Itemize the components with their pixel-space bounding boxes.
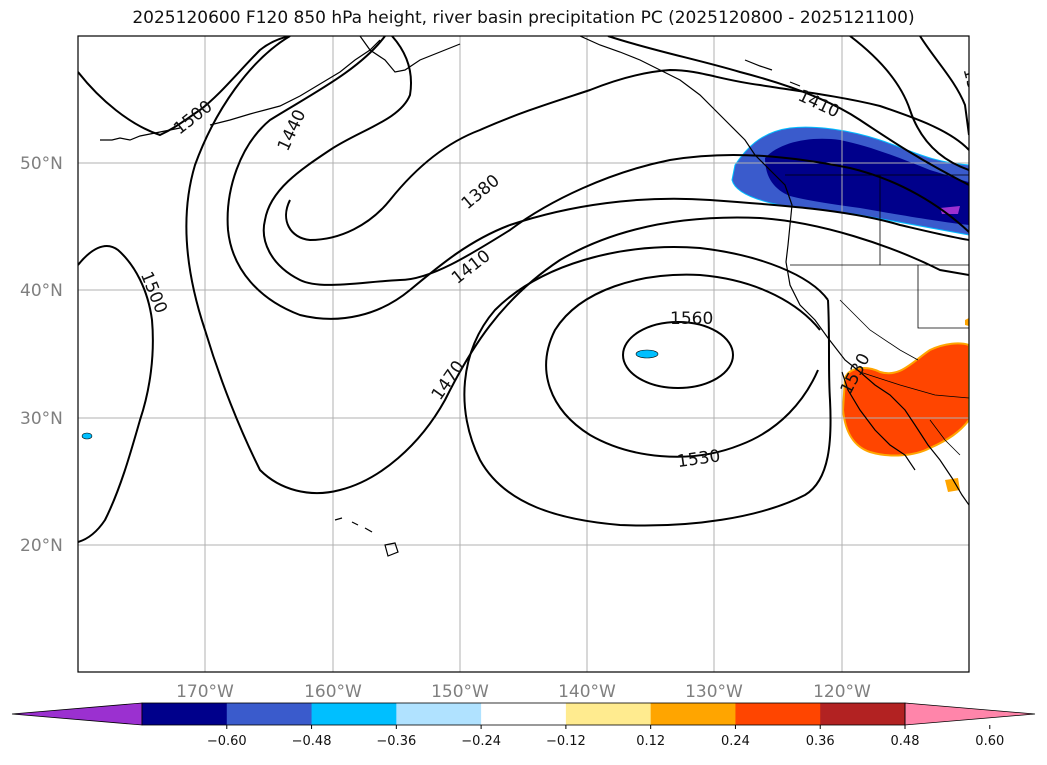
height-contours [78, 36, 969, 543]
lon-labels: 170°W 160°W 150°W 140°W 130°W 120°W [176, 682, 871, 702]
lat-label-40n: 40°N [20, 281, 63, 301]
colorbar-swatch [820, 703, 906, 725]
colorbar-tick-label: 0.60 [975, 734, 1004, 749]
colorbar-tick-label: 0.48 [891, 734, 920, 749]
colorbar-swatch [565, 703, 652, 725]
colorbar-tick-label: 0.24 [721, 734, 750, 749]
contour-label-1380-ne: 1380 [959, 66, 990, 113]
contour-label-1380: 1380 [458, 171, 504, 214]
colorbar-tick-label: −0.60 [207, 734, 247, 749]
graticule [78, 36, 969, 672]
map-title: 2025120600 F120 850 hPa height, river ba… [132, 8, 915, 28]
colorbar-tick-label: −0.24 [461, 734, 501, 749]
lon-label-170w: 170°W [176, 682, 234, 702]
lat-labels: 50°N 40°N 30°N 20°N [20, 154, 63, 556]
contour-label-1410-ne: 1410 [795, 86, 843, 122]
colorbar-swatch [481, 703, 567, 725]
lat-label-50n: 50°N [20, 154, 63, 174]
map-area: 1500 1440 1380 1410 1470 1560 1530 1500 … [78, 36, 990, 672]
lon-label-130w: 130°W [685, 682, 743, 702]
borders [785, 174, 969, 456]
colorbar-outline [141, 702, 906, 726]
colorbar-swatch [735, 703, 821, 725]
contour-label-1530: 1530 [676, 446, 722, 472]
colorbar-swatch [650, 703, 736, 725]
colorbar-tick-label: −0.48 [292, 734, 332, 749]
contour-label-1560: 1560 [670, 309, 713, 329]
lat-label-30n: 30°N [20, 409, 63, 429]
lon-label-160w: 160°W [304, 682, 362, 702]
lat-label-20n: 20°N [20, 536, 63, 556]
colorbar-swatch [311, 703, 397, 725]
lon-label-140w: 140°W [558, 682, 616, 702]
contour-label-1470: 1470 [428, 357, 469, 404]
colorbar-tick-label: −0.12 [546, 734, 586, 749]
colorbar-swatch [226, 703, 313, 725]
colorbar-tick-label: 0.36 [806, 734, 835, 749]
colorbar-extend-high [904, 702, 1036, 726]
colorbar-tick-label: −0.36 [376, 734, 416, 749]
coastlines [100, 36, 969, 557]
colorbar-tick-label: 0.12 [636, 734, 665, 749]
colorbar-extend-low [11, 702, 143, 726]
colorbar-swatch [396, 703, 482, 725]
lon-label-120w: 120°W [813, 682, 871, 702]
colorbar-swatch [142, 703, 228, 725]
map-frame [77, 35, 970, 673]
precip-shading-south [81, 318, 969, 492]
colorbar: −0.60 −0.48 −0.36 −0.24 −0.12 0.12 0.24 0.36 0.4… [11, 702, 1036, 749]
precip-shading-north [731, 126, 969, 236]
contour-label-1500-w: 1500 [136, 269, 171, 317]
lon-label-150w: 150°W [431, 682, 489, 702]
